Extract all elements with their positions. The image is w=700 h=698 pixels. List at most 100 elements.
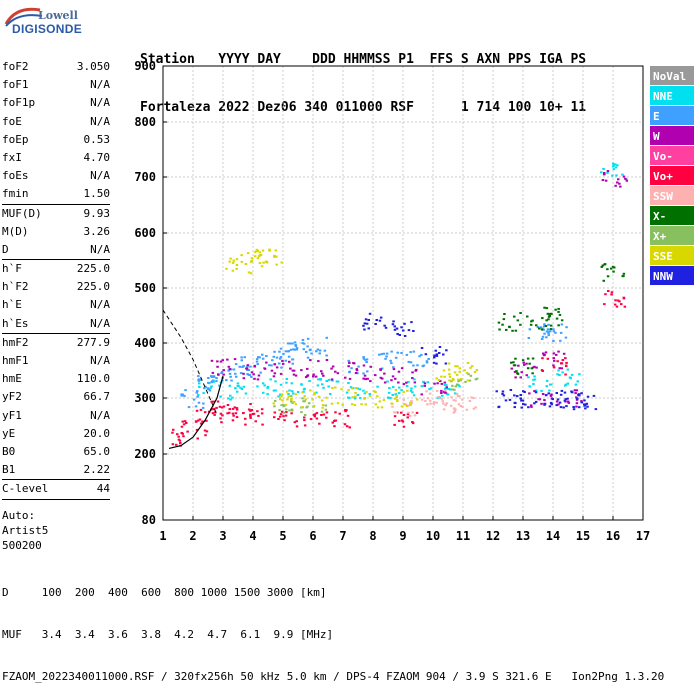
data-point	[392, 386, 395, 389]
data-point	[277, 418, 280, 420]
param-label: yF1	[2, 408, 22, 422]
param-label: fmin	[2, 187, 29, 201]
data-point	[612, 168, 616, 171]
data-point	[556, 398, 560, 401]
data-point	[420, 353, 423, 356]
data-point	[583, 399, 586, 402]
data-point	[330, 402, 334, 405]
data-point	[390, 362, 393, 365]
data-point	[315, 417, 319, 420]
data-point	[175, 443, 178, 446]
data-point	[294, 403, 298, 406]
data-point	[300, 411, 303, 414]
data-point	[529, 323, 533, 326]
data-point	[428, 392, 432, 395]
data-point	[363, 392, 367, 395]
param-label: C-level	[2, 482, 49, 496]
x-tick-label: 12	[486, 529, 500, 543]
data-point	[256, 257, 260, 260]
data-point	[435, 354, 439, 357]
data-point	[415, 368, 418, 371]
data-point	[244, 263, 248, 265]
data-point	[184, 389, 187, 392]
data-point	[384, 326, 388, 329]
data-point	[614, 184, 617, 187]
data-point	[396, 333, 399, 335]
data-point	[469, 366, 472, 369]
data-point	[405, 385, 409, 387]
param-value: 66.7	[83, 390, 111, 404]
data-point	[234, 372, 237, 375]
data-point	[542, 328, 545, 331]
data-point	[265, 355, 268, 357]
data-point	[374, 403, 377, 406]
data-point	[234, 412, 238, 415]
data-point	[318, 352, 321, 355]
data-point	[282, 404, 285, 407]
data-point	[468, 400, 472, 402]
param-value: 3.26	[83, 224, 111, 238]
data-point	[325, 416, 328, 419]
param-label: h`F	[2, 262, 22, 276]
data-point	[541, 393, 545, 395]
data-point	[234, 363, 238, 366]
data-point	[410, 321, 413, 324]
data-point	[354, 395, 357, 398]
data-point	[561, 371, 564, 374]
data-point	[294, 393, 298, 396]
data-point	[521, 399, 525, 402]
data-point	[404, 403, 407, 406]
data-point	[222, 405, 226, 408]
data-point	[530, 367, 534, 370]
data-point	[171, 431, 174, 434]
data-point	[407, 360, 410, 363]
data-point	[444, 404, 447, 407]
data-point	[433, 382, 436, 385]
data-point	[220, 372, 223, 375]
data-point	[550, 383, 553, 386]
data-point	[306, 337, 310, 340]
data-point	[336, 380, 340, 383]
data-point	[466, 379, 470, 382]
legend-swatch	[650, 126, 694, 145]
data-point	[440, 397, 443, 400]
data-point	[601, 179, 605, 181]
data-point	[241, 366, 244, 368]
data-point	[552, 328, 555, 331]
data-point	[522, 403, 525, 406]
data-point	[564, 398, 568, 401]
data-point	[261, 382, 265, 385]
data-point	[401, 420, 405, 423]
data-point	[300, 383, 303, 386]
data-point	[336, 372, 340, 375]
data-point	[557, 310, 560, 313]
x-tick-label: 1	[159, 529, 166, 543]
data-point	[250, 257, 254, 260]
data-point	[225, 267, 228, 270]
data-point	[376, 385, 379, 388]
data-point	[564, 384, 567, 387]
data-point	[195, 420, 198, 423]
data-point	[453, 410, 457, 413]
data-point	[321, 406, 324, 409]
data-point	[294, 374, 298, 377]
data-point	[616, 164, 619, 167]
data-point	[554, 331, 557, 334]
data-point	[538, 327, 541, 330]
data-point	[452, 399, 455, 402]
data-point	[530, 320, 533, 323]
data-point	[463, 369, 466, 372]
data-point	[286, 398, 289, 401]
param-separator	[2, 259, 110, 261]
data-point	[315, 391, 318, 394]
data-point	[549, 401, 553, 404]
data-point	[402, 383, 406, 386]
data-point	[379, 376, 383, 379]
param-row: foEs N/A	[2, 167, 110, 185]
data-point	[547, 323, 550, 326]
data-point	[319, 378, 322, 380]
data-point	[343, 423, 347, 426]
data-point	[242, 372, 245, 375]
data-point	[304, 398, 307, 401]
data-point	[286, 342, 290, 345]
